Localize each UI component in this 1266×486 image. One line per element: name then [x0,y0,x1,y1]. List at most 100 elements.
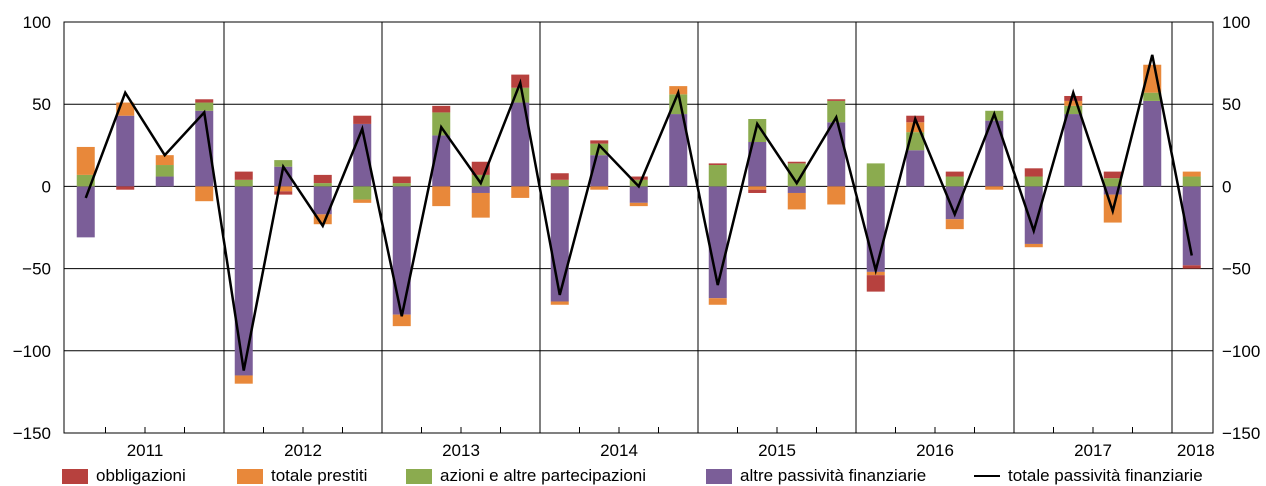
bar-totale-prestiti [827,186,846,205]
bar-altre-passivita [1182,186,1201,266]
bar-obbligazioni [353,115,372,124]
bar-obbligazioni [945,171,964,177]
bar-obbligazioni [1024,168,1043,177]
legend-label: azioni e altre partecipazioni [440,466,647,485]
y-tick-label-right: −50 [1222,260,1251,279]
x-tick-label: 2015 [758,441,796,460]
bar-obbligazioni [432,105,451,113]
bar-azioni [550,179,569,187]
bar-totale-prestiti [590,186,609,190]
bar-obbligazioni [748,189,767,193]
legend-line-totale-passivita [974,475,1000,477]
bar-totale-prestiti [1024,243,1043,248]
bar-totale-prestiti [155,155,174,166]
bar-altre-passivita [1143,100,1162,187]
bar-altre-passivita [985,120,1004,187]
bar-altre-passivita [945,186,964,220]
bar-totale-prestiti [313,214,332,225]
bar-azioni [945,176,964,187]
bar-totale-prestiti [511,186,530,198]
bar-altre-passivita [906,150,925,187]
bar-altre-passivita [313,186,332,215]
bar-azioni [708,165,727,187]
bar-obbligazioni [195,99,214,103]
bar-altre-passivita [116,115,135,187]
legend-item-totale-passivita: totale passività finanziarie [974,466,1203,486]
y-tick-label-left: −50 [22,260,51,279]
bar-azioni [866,163,885,187]
bar-obbligazioni [234,171,253,180]
bar-totale-prestiti [708,298,727,305]
bar-obbligazioni [866,275,885,292]
bar-azioni [432,112,451,136]
legend-swatch-obbligazioni [62,468,88,484]
bar-altre-passivita [392,186,411,315]
bar-totale-prestiti [432,186,451,207]
bar-azioni [1103,178,1122,187]
bar-azioni [1182,176,1201,187]
bar-altre-passivita [471,186,490,193]
legend-label: totale prestiti [271,466,368,485]
bar-obbligazioni [1103,171,1122,179]
bar-obbligazioni [274,191,293,195]
y-axis-left: 100 50 0 −50 −100 −150 [13,13,51,443]
bar-azioni [629,179,648,187]
bar-azioni [353,186,372,200]
bar-obbligazioni [550,173,569,180]
bar-altre-passivita [511,102,530,187]
bar-totale-prestiti [353,199,372,203]
y-tick-label-right: −100 [1222,342,1260,361]
y-tick-label-right: 50 [1222,95,1241,114]
bar-altre-passivita [787,186,806,193]
x-tick-label: 2011 [127,441,164,460]
bar-altre-passivita [1064,114,1083,187]
bar-totale-prestiti [471,192,490,218]
legend-swatch-azioni [406,468,432,484]
bar-azioni [313,183,332,187]
legend-label: obbligazioni [96,466,186,485]
bar-obbligazioni [827,99,846,101]
bar-azioni [787,163,806,187]
bar-altre-passivita [629,186,648,203]
y-axis-right: 100 50 0 −50 −100 −150 [1222,13,1260,443]
bar-totale-prestiti [274,186,293,192]
bar-azioni [827,100,846,123]
y-tick-label-left: −100 [13,342,51,361]
bar-obbligazioni [116,186,135,190]
bar-totale-prestiti [195,186,214,202]
bar-obbligazioni [1182,265,1201,269]
bar-totale-prestiti [1182,171,1201,177]
bar-azioni [1143,92,1162,101]
y-tick-label-right: 100 [1222,13,1250,32]
y-tick-label-left: 100 [23,13,51,32]
legend-swatch-totale-prestiti [237,468,263,484]
bar-altre-passivita [195,110,214,187]
bar-altre-passivita [866,186,885,272]
bar-series [76,64,1201,384]
legend: obbligazioni totale prestiti azioni e al… [0,463,1266,486]
line-totale-passivita [84,54,1193,371]
bar-azioni [234,179,253,187]
plot-frame [63,21,1214,434]
bar-azioni [1064,105,1083,115]
bar-obbligazioni [1064,95,1083,101]
bar-totale-prestiti [392,314,411,327]
bar-altre-passivita [234,186,253,376]
bar-obbligazioni [590,140,609,144]
total-line-series [84,54,1193,371]
bar-azioni [748,118,767,143]
bar-altre-passivita [669,114,688,187]
bar-obbligazioni [392,176,411,184]
x-tick-label: 2014 [600,441,638,460]
y-tick-label-left: −150 [13,424,51,443]
y-tick-label-right: −150 [1222,424,1260,443]
bar-obbligazioni [313,174,332,184]
bar-totale-prestiti [1064,100,1083,106]
bar-obbligazioni [629,176,648,180]
legend-label: totale passività finanziarie [1008,466,1203,485]
x-tick-label: 2013 [442,441,480,460]
y-tick-label-left: 50 [32,95,51,114]
bar-azioni [392,183,411,187]
legend-swatch-altre-passivita [706,468,732,484]
